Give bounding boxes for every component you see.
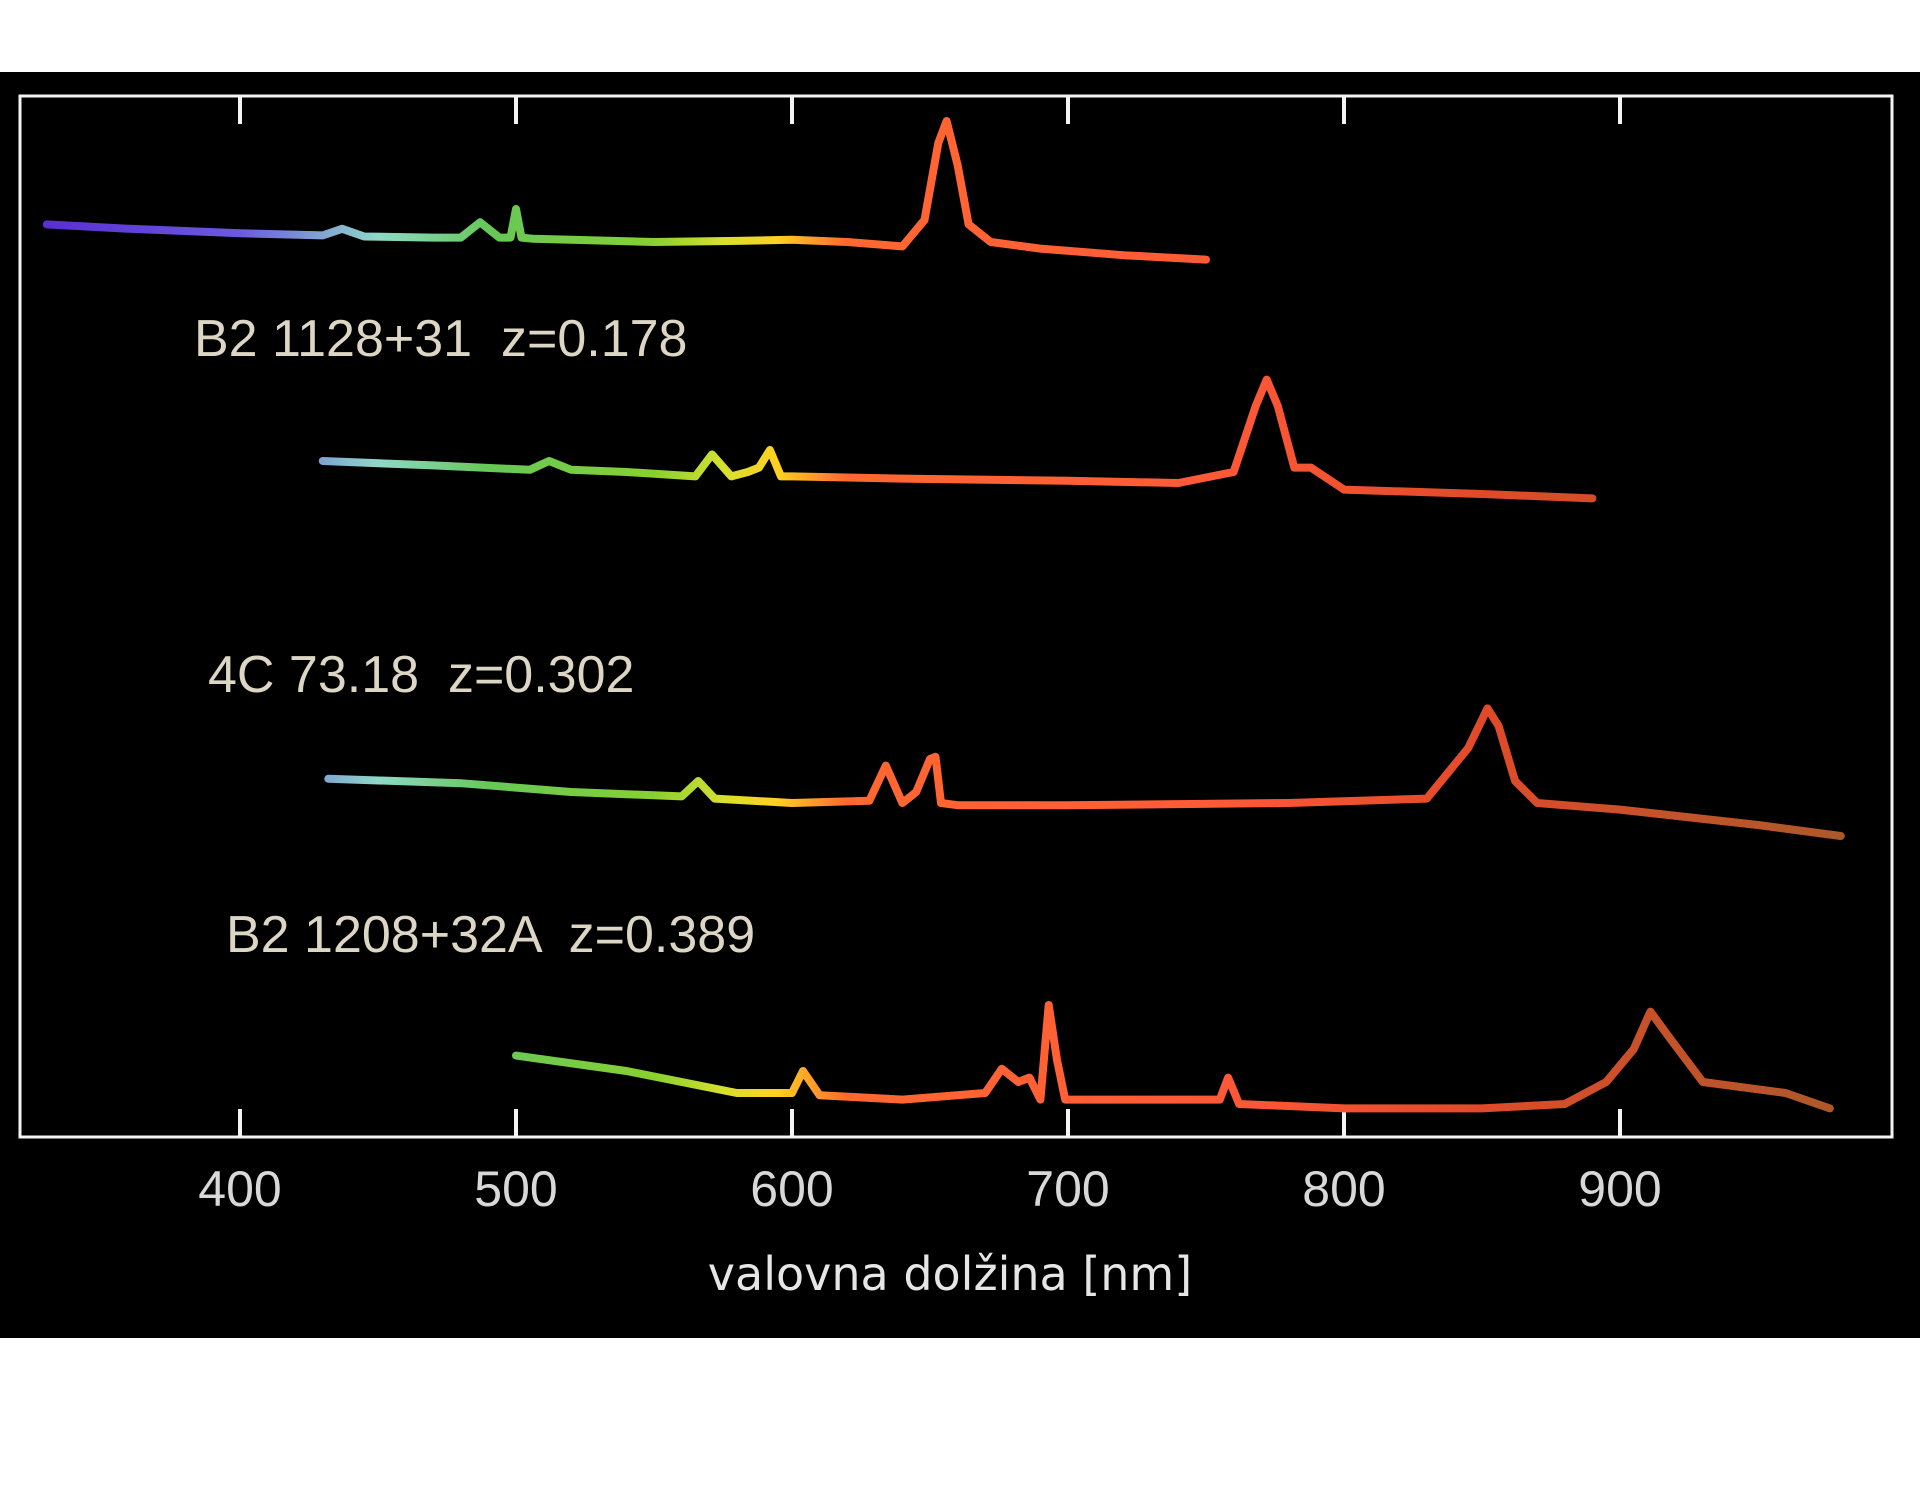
spectrum-line-4 bbox=[512, 1001, 1834, 1113]
x-axis-title: valovna dolžina [nm] bbox=[708, 1247, 1192, 1301]
x-tick-label: 800 bbox=[1302, 1161, 1385, 1217]
x-tick-label: 900 bbox=[1578, 1161, 1661, 1217]
spectrum-label-1: B2 1128+31 z=0.178 bbox=[194, 310, 687, 368]
x-tick-label: 400 bbox=[198, 1161, 281, 1217]
spectra-group bbox=[42, 117, 1845, 1113]
spectrum-labels: B2 1128+31 z=0.178 4C 73.18 z=0.302 B2 1… bbox=[194, 310, 755, 964]
x-tick-label: 700 bbox=[1026, 1161, 1109, 1217]
bottom-ticks bbox=[238, 1109, 1622, 1137]
x-tick-label: 500 bbox=[474, 1161, 557, 1217]
top-ticks bbox=[238, 96, 1622, 124]
spectrum-line-1 bbox=[42, 117, 1210, 264]
x-tick-label: 600 bbox=[750, 1161, 833, 1217]
spectrum-label-2: 4C 73.18 z=0.302 bbox=[208, 646, 634, 704]
spectrum-line-3 bbox=[324, 704, 1845, 840]
spectra-chart: B2 1128+31 z=0.178 4C 73.18 z=0.302 B2 1… bbox=[18, 94, 1894, 1301]
x-tick-labels: 400 500 600 700 800 900 bbox=[198, 1161, 1661, 1217]
plot-frame bbox=[18, 94, 1894, 1139]
spectrum-label-3: B2 1208+32A z=0.389 bbox=[226, 906, 755, 964]
spectrum-line-2 bbox=[318, 375, 1597, 503]
spectra-figure: B2 1128+31 z=0.178 4C 73.18 z=0.302 B2 1… bbox=[0, 72, 1920, 1338]
